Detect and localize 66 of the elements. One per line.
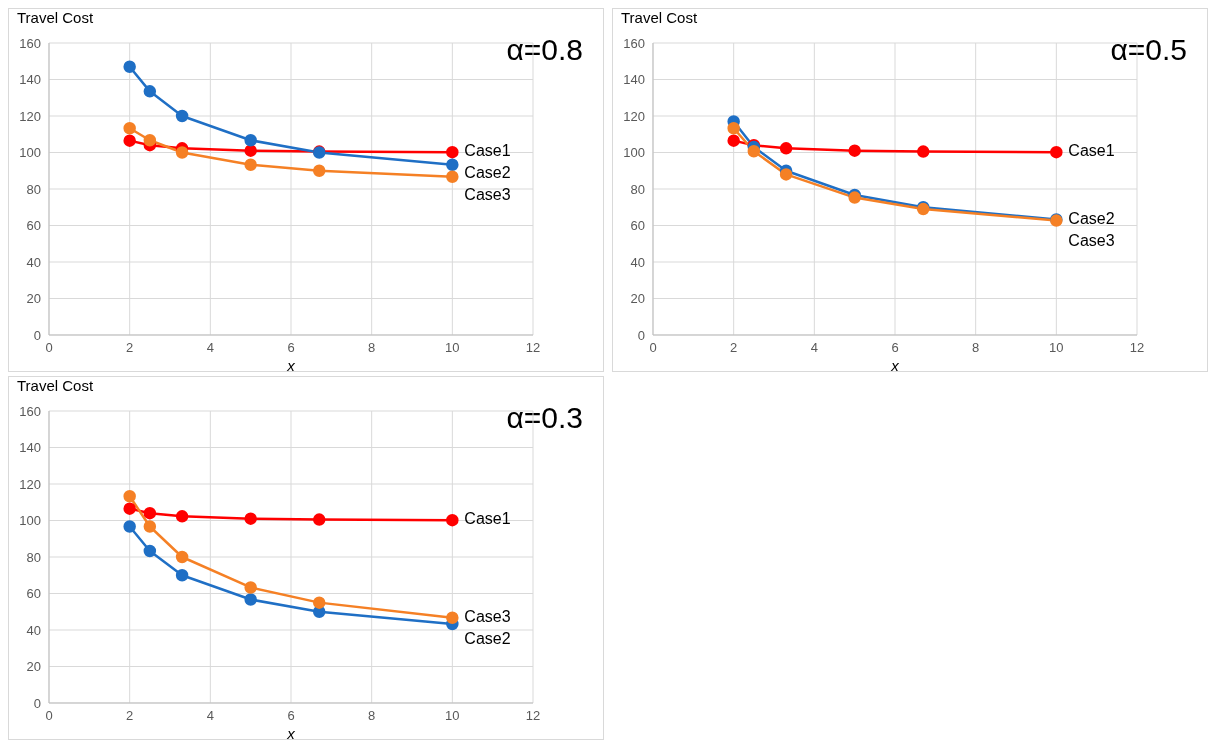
x-tick-label: 0 — [45, 340, 53, 356]
y-tick-label: 20 — [630, 291, 645, 307]
x-tick-label: 12 — [525, 708, 541, 724]
y-tick-label: 60 — [26, 218, 41, 234]
series-label: Case2 — [464, 629, 511, 648]
x-tick-label: 10 — [445, 708, 460, 724]
y-axis-title: Travel Cost — [17, 9, 94, 26]
y-tick-label: 100 — [623, 145, 645, 161]
series-label: Case1 — [464, 142, 511, 160]
x-tick-label: 8 — [368, 340, 376, 356]
series-label: Case2 — [1068, 209, 1115, 227]
y-tick-label: 80 — [630, 181, 645, 197]
x-tick-label: 4 — [206, 708, 214, 724]
y-tick-label: 40 — [630, 254, 645, 270]
annotation: α=0.8 — [506, 33, 583, 67]
y-tick-label: 0 — [637, 327, 645, 343]
series-label: Case3 — [1068, 231, 1115, 249]
x-tick-label: 0 — [45, 708, 53, 724]
y-tick-label: 60 — [26, 586, 41, 602]
y-tick-label: 140 — [19, 440, 41, 456]
y-tick-label: 80 — [26, 181, 41, 197]
annotation: α=0.3 — [506, 401, 583, 435]
x-axis-title: x — [286, 725, 296, 742]
series-label: Case3 — [464, 607, 511, 626]
y-tick-label: 80 — [26, 549, 41, 565]
x-tick-label: 12 — [1129, 340, 1145, 356]
y-tick-label: 0 — [33, 327, 41, 343]
x-tick-label: 10 — [445, 340, 460, 356]
x-tick-label: 4 — [810, 340, 818, 356]
x-axis-title: x — [286, 357, 296, 374]
y-tick-label: 40 — [26, 254, 41, 270]
y-tick-label: 120 — [19, 108, 41, 124]
x-tick-label: 8 — [972, 340, 980, 356]
x-tick-label: 4 — [206, 340, 214, 356]
y-tick-label: 160 — [19, 35, 41, 51]
series-label: Case1 — [464, 510, 511, 528]
y-tick-label: 140 — [19, 72, 41, 88]
x-tick-label: 12 — [525, 340, 541, 356]
series-label: Case3 — [464, 186, 511, 204]
y-tick-label: 0 — [33, 695, 41, 711]
y-tick-label: 40 — [26, 622, 41, 638]
y-tick-label: 20 — [26, 659, 41, 675]
x-tick-label: 6 — [891, 340, 899, 356]
series-label: Case2 — [464, 164, 511, 182]
y-tick-label: 120 — [623, 108, 645, 124]
y-tick-label: 60 — [630, 218, 645, 234]
x-tick-label: 2 — [730, 340, 738, 356]
y-axis-title: Travel Cost — [17, 377, 94, 394]
y-tick-label: 100 — [19, 145, 41, 161]
x-tick-label: 6 — [287, 708, 295, 724]
y-axis-title: Travel Cost — [621, 9, 698, 26]
x-axis-title: x — [890, 357, 900, 374]
y-tick-label: 140 — [623, 72, 645, 88]
x-tick-label: 10 — [1049, 340, 1064, 356]
y-tick-label: 20 — [26, 291, 41, 307]
annotation: α=0.5 — [1110, 33, 1187, 67]
y-tick-label: 100 — [19, 513, 41, 529]
y-tick-label: 160 — [623, 35, 645, 51]
x-tick-label: 0 — [649, 340, 657, 356]
x-tick-label: 8 — [368, 708, 376, 724]
x-tick-label: 2 — [126, 340, 134, 356]
x-tick-label: 2 — [126, 708, 134, 724]
y-tick-label: 160 — [19, 403, 41, 419]
series-label: Case1 — [1068, 142, 1115, 160]
y-tick-label: 120 — [19, 476, 41, 492]
x-tick-label: 6 — [287, 340, 295, 356]
